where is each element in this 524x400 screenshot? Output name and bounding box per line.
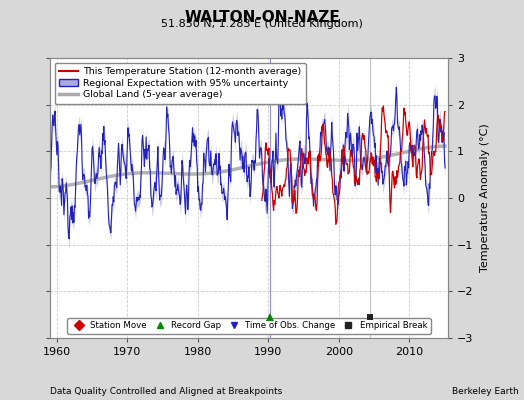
Text: Berkeley Earth: Berkeley Earth bbox=[452, 387, 519, 396]
Legend: Station Move, Record Gap, Time of Obs. Change, Empirical Break: Station Move, Record Gap, Time of Obs. C… bbox=[67, 318, 431, 334]
Y-axis label: Temperature Anomaly (°C): Temperature Anomaly (°C) bbox=[481, 124, 490, 272]
Text: Data Quality Controlled and Aligned at Breakpoints: Data Quality Controlled and Aligned at B… bbox=[50, 387, 282, 396]
Text: 51.850 N, 1.283 E (United Kingdom): 51.850 N, 1.283 E (United Kingdom) bbox=[161, 19, 363, 29]
Text: WALTON-ON-NAZE: WALTON-ON-NAZE bbox=[184, 10, 340, 25]
